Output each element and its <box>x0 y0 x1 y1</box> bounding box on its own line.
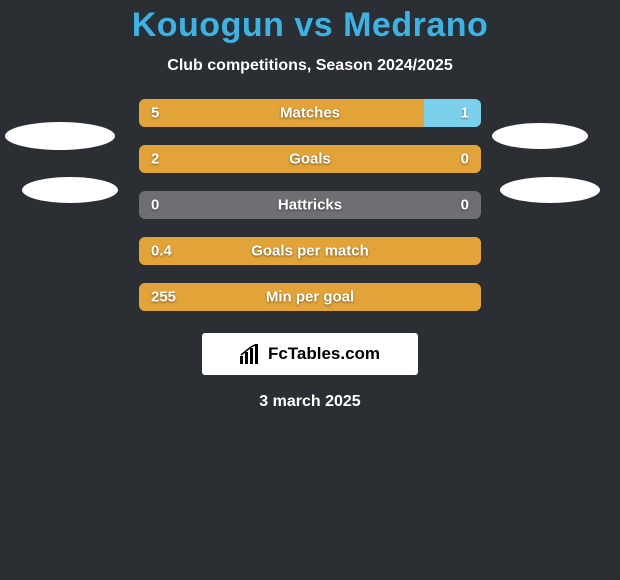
decorative-ellipse <box>5 122 115 150</box>
row-label: Matches <box>280 105 340 122</box>
comparison-row: 0 0 Hattricks <box>139 191 481 219</box>
row-label: Goals <box>289 151 331 168</box>
row-left-value: 0.4 <box>151 243 172 260</box>
row-right-value: 0 <box>461 151 469 168</box>
comparison-row: 255 Min per goal <box>139 283 481 311</box>
row-right-value: 1 <box>461 105 469 122</box>
page-title: Kouogun vs Medrano <box>0 0 620 45</box>
decorative-ellipse <box>492 123 588 149</box>
row-right-fill <box>424 99 481 127</box>
row-left-value: 2 <box>151 151 159 168</box>
comparison-row: 0.4 Goals per match <box>139 237 481 265</box>
row-label: Hattricks <box>278 197 342 214</box>
row-right-value: 0 <box>461 197 469 214</box>
row-left-value: 0 <box>151 197 159 214</box>
row-left-value: 5 <box>151 105 159 122</box>
brand-box: FcTables.com <box>202 333 418 375</box>
decorative-ellipse <box>22 177 118 203</box>
date-text: 3 march 2025 <box>0 393 620 411</box>
comparison-row: 2 0 Goals <box>139 145 481 173</box>
comparison-chart: 5 1 Matches 2 0 Goals 0 0 Hattricks 0.4 Goals per … <box>139 99 481 311</box>
row-left-value: 255 <box>151 289 176 306</box>
decorative-ellipse <box>500 177 600 203</box>
brand-chart-icon <box>240 344 262 364</box>
subtitle: Club competitions, Season 2024/2025 <box>0 57 620 75</box>
comparison-row: 5 1 Matches <box>139 99 481 127</box>
row-label: Min per goal <box>266 289 354 306</box>
brand-text: FcTables.com <box>268 344 380 364</box>
row-label: Goals per match <box>251 243 369 260</box>
